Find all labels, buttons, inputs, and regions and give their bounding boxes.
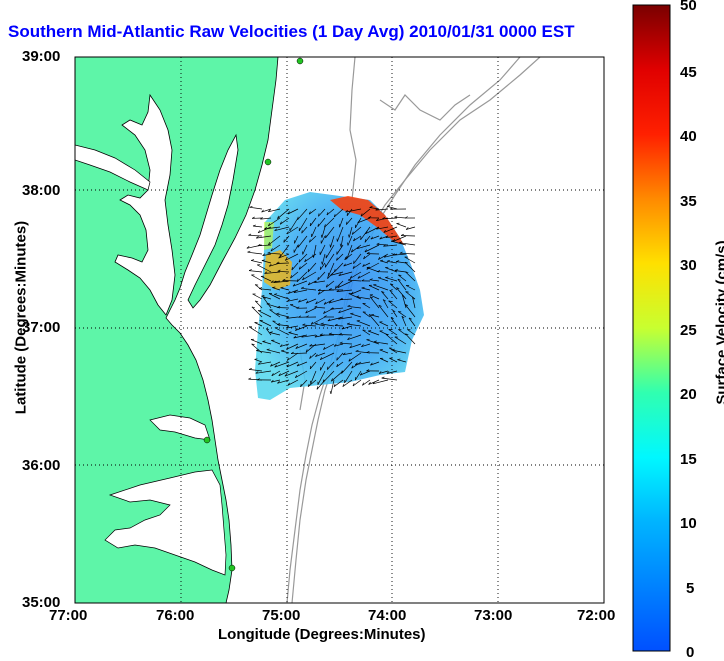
velocity-arrow-head — [255, 359, 258, 360]
colorbar-label: Surface Velocity (cm/s) — [714, 223, 724, 423]
velocity-arrow — [401, 236, 415, 237]
velocity-arrow — [335, 326, 343, 327]
velocity-arrow-head — [378, 277, 381, 278]
velocity-arrow — [283, 281, 298, 282]
colorbar-tick-label: 20 — [680, 386, 697, 403]
velocity-arrow-head — [406, 292, 409, 293]
velocity-arrow — [277, 263, 290, 264]
y-tick-label: 38:00 — [22, 182, 60, 199]
colorbar-tick-label: 45 — [680, 64, 697, 81]
colorbar-tick-label: 5 — [686, 580, 694, 597]
colorbar-tick-label: 10 — [680, 515, 697, 532]
colorbar-tick-label: 25 — [680, 322, 697, 339]
velocity-arrow-head — [284, 240, 285, 243]
velocity-arrow-head — [397, 223, 400, 224]
velocity-arrow — [277, 308, 289, 309]
colorbar-tick-label: 35 — [680, 193, 697, 210]
colorbar-tick-label: 50 — [680, 0, 697, 14]
x-tick-label: 73:00 — [474, 607, 512, 624]
colorbar-tick-label: 40 — [680, 128, 697, 145]
y-axis-label: Latitude (Degrees:Minutes) — [13, 218, 30, 418]
station-marker — [265, 159, 271, 165]
velocity-arrow-head — [367, 339, 370, 340]
velocity-arrow-head — [255, 285, 258, 286]
station-marker — [229, 565, 235, 571]
velocity-arrow-head — [365, 239, 366, 242]
x-axis-label: Longitude (Degrees:Minutes) — [218, 626, 426, 643]
x-tick-label: 72:00 — [577, 607, 615, 624]
velocity-arrow-head — [367, 267, 370, 268]
velocity-arrow-head — [373, 284, 376, 285]
colorbar — [633, 5, 670, 651]
velocity-arrow-head — [398, 275, 401, 276]
x-tick-label: 76:00 — [156, 607, 194, 624]
y-tick-label: 36:00 — [22, 457, 60, 474]
station-marker — [204, 437, 210, 443]
colorbar-tick-label: 0 — [686, 644, 694, 661]
colorbar-tick-label: 30 — [680, 257, 697, 274]
y-tick-label: 39:00 — [22, 48, 60, 65]
y-tick-label: 35:00 — [22, 594, 60, 611]
velocity-arrow — [339, 335, 352, 336]
station-marker — [297, 58, 303, 64]
x-tick-label: 75:00 — [262, 607, 300, 624]
x-tick-label: 74:00 — [368, 607, 406, 624]
velocity-arrow-head — [326, 235, 327, 238]
colorbar-tick-label: 15 — [680, 451, 697, 468]
